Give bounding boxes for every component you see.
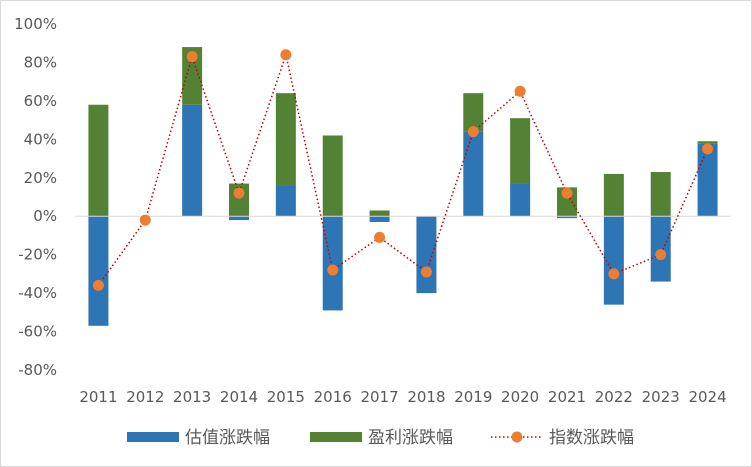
valuation-bar-2014 — [229, 216, 249, 221]
earnings-bar-2017 — [369, 210, 390, 217]
y-tick-label: 0% — [33, 207, 57, 225]
x-tick-label: 2017 — [360, 388, 398, 406]
y-tick-label: 60% — [24, 92, 57, 110]
index-point-2013 — [186, 51, 198, 63]
index-point-2024 — [702, 143, 714, 155]
y-tick-label: 100% — [14, 15, 57, 33]
x-tick-label: 2011 — [79, 388, 117, 406]
valuation-bar-2016 — [322, 216, 343, 311]
valuation-bar-2022 — [603, 216, 624, 305]
index-point-2020 — [514, 85, 526, 97]
earnings-bar-2015 — [275, 93, 296, 186]
earnings-bar-2023 — [650, 172, 671, 217]
x-tick-label: 2013 — [173, 388, 211, 406]
y-tick-label: -20% — [18, 246, 57, 264]
legend-label-0: 估值涨跌幅 — [185, 428, 270, 448]
index-line-layer — [92, 49, 714, 291]
x-tick-label: 2018 — [407, 388, 445, 406]
x-tick-label: 2021 — [548, 388, 586, 406]
y-tick-label: 40% — [24, 130, 57, 148]
earnings-bar-2016 — [322, 135, 343, 217]
x-tick-label: 2015 — [267, 388, 305, 406]
valuation-bar-2021 — [557, 216, 577, 219]
index-point-2022 — [608, 268, 620, 280]
index-point-2017 — [374, 231, 386, 243]
index-point-2018 — [420, 266, 432, 278]
y-axis-ticks: -80% -60% -40% -20% 0% 20% 40% 60% 80% 100% — [14, 15, 57, 379]
y-tick-label: -40% — [18, 284, 57, 302]
index-point-2023 — [655, 249, 667, 261]
x-tick-label: 2016 — [314, 388, 352, 406]
valuation-bar-2018 — [416, 216, 437, 294]
x-tick-label: 2023 — [642, 388, 680, 406]
index-point-2011 — [92, 279, 104, 291]
index-point-2021 — [561, 187, 573, 199]
valuation-bar-2023 — [650, 216, 671, 282]
index-point-2019 — [467, 126, 479, 138]
x-tick-label: 2012 — [126, 388, 164, 406]
legend: 估值涨跌幅 盈利涨跌幅 指数涨跌幅 — [127, 428, 634, 448]
valuation-bar-2017 — [369, 216, 390, 222]
earnings-bar-2022 — [603, 173, 624, 217]
y-tick-label: -80% — [18, 361, 57, 379]
valuation-bar-2020 — [510, 183, 531, 217]
x-tick-label: 2024 — [688, 388, 726, 406]
valuation-bar-2013 — [182, 104, 203, 217]
earnings-bar-2020 — [510, 118, 531, 184]
earnings-bar-2019 — [463, 93, 484, 132]
legend-marker — [511, 431, 523, 443]
x-tick-label: 2020 — [501, 388, 539, 406]
index-change-line — [97, 51, 709, 286]
x-tick-label: 2022 — [595, 388, 633, 406]
y-tick-label: -60% — [18, 323, 57, 341]
earnings-bar-2013 — [182, 47, 203, 105]
valuation-bar-2011 — [88, 216, 109, 326]
legend-label-1: 盈利涨跌幅 — [368, 428, 453, 448]
y-tick-label: 20% — [24, 169, 57, 187]
earnings-bar-2011 — [88, 104, 109, 217]
legend-label-2: 指数涨跌幅 — [549, 428, 634, 448]
valuation-bar-2019 — [463, 131, 484, 217]
valuation-bar-2015 — [275, 185, 296, 217]
index-point-2016 — [327, 264, 339, 276]
index-point-2015 — [280, 49, 292, 61]
legend-swatch-0 — [127, 432, 179, 442]
x-tick-label: 2014 — [220, 388, 258, 406]
legend-swatch-1 — [310, 432, 362, 442]
y-tick-label: 80% — [24, 53, 57, 71]
x-axis-ticks: 2011 2012 2013 2014 2015 2016 2017 2018 2019 2020… — [79, 388, 726, 406]
index-point-2012 — [139, 214, 151, 226]
earnings-bar-2024 — [697, 141, 718, 144]
x-tick-label: 2019 — [454, 388, 492, 406]
index-point-2014 — [233, 187, 245, 199]
